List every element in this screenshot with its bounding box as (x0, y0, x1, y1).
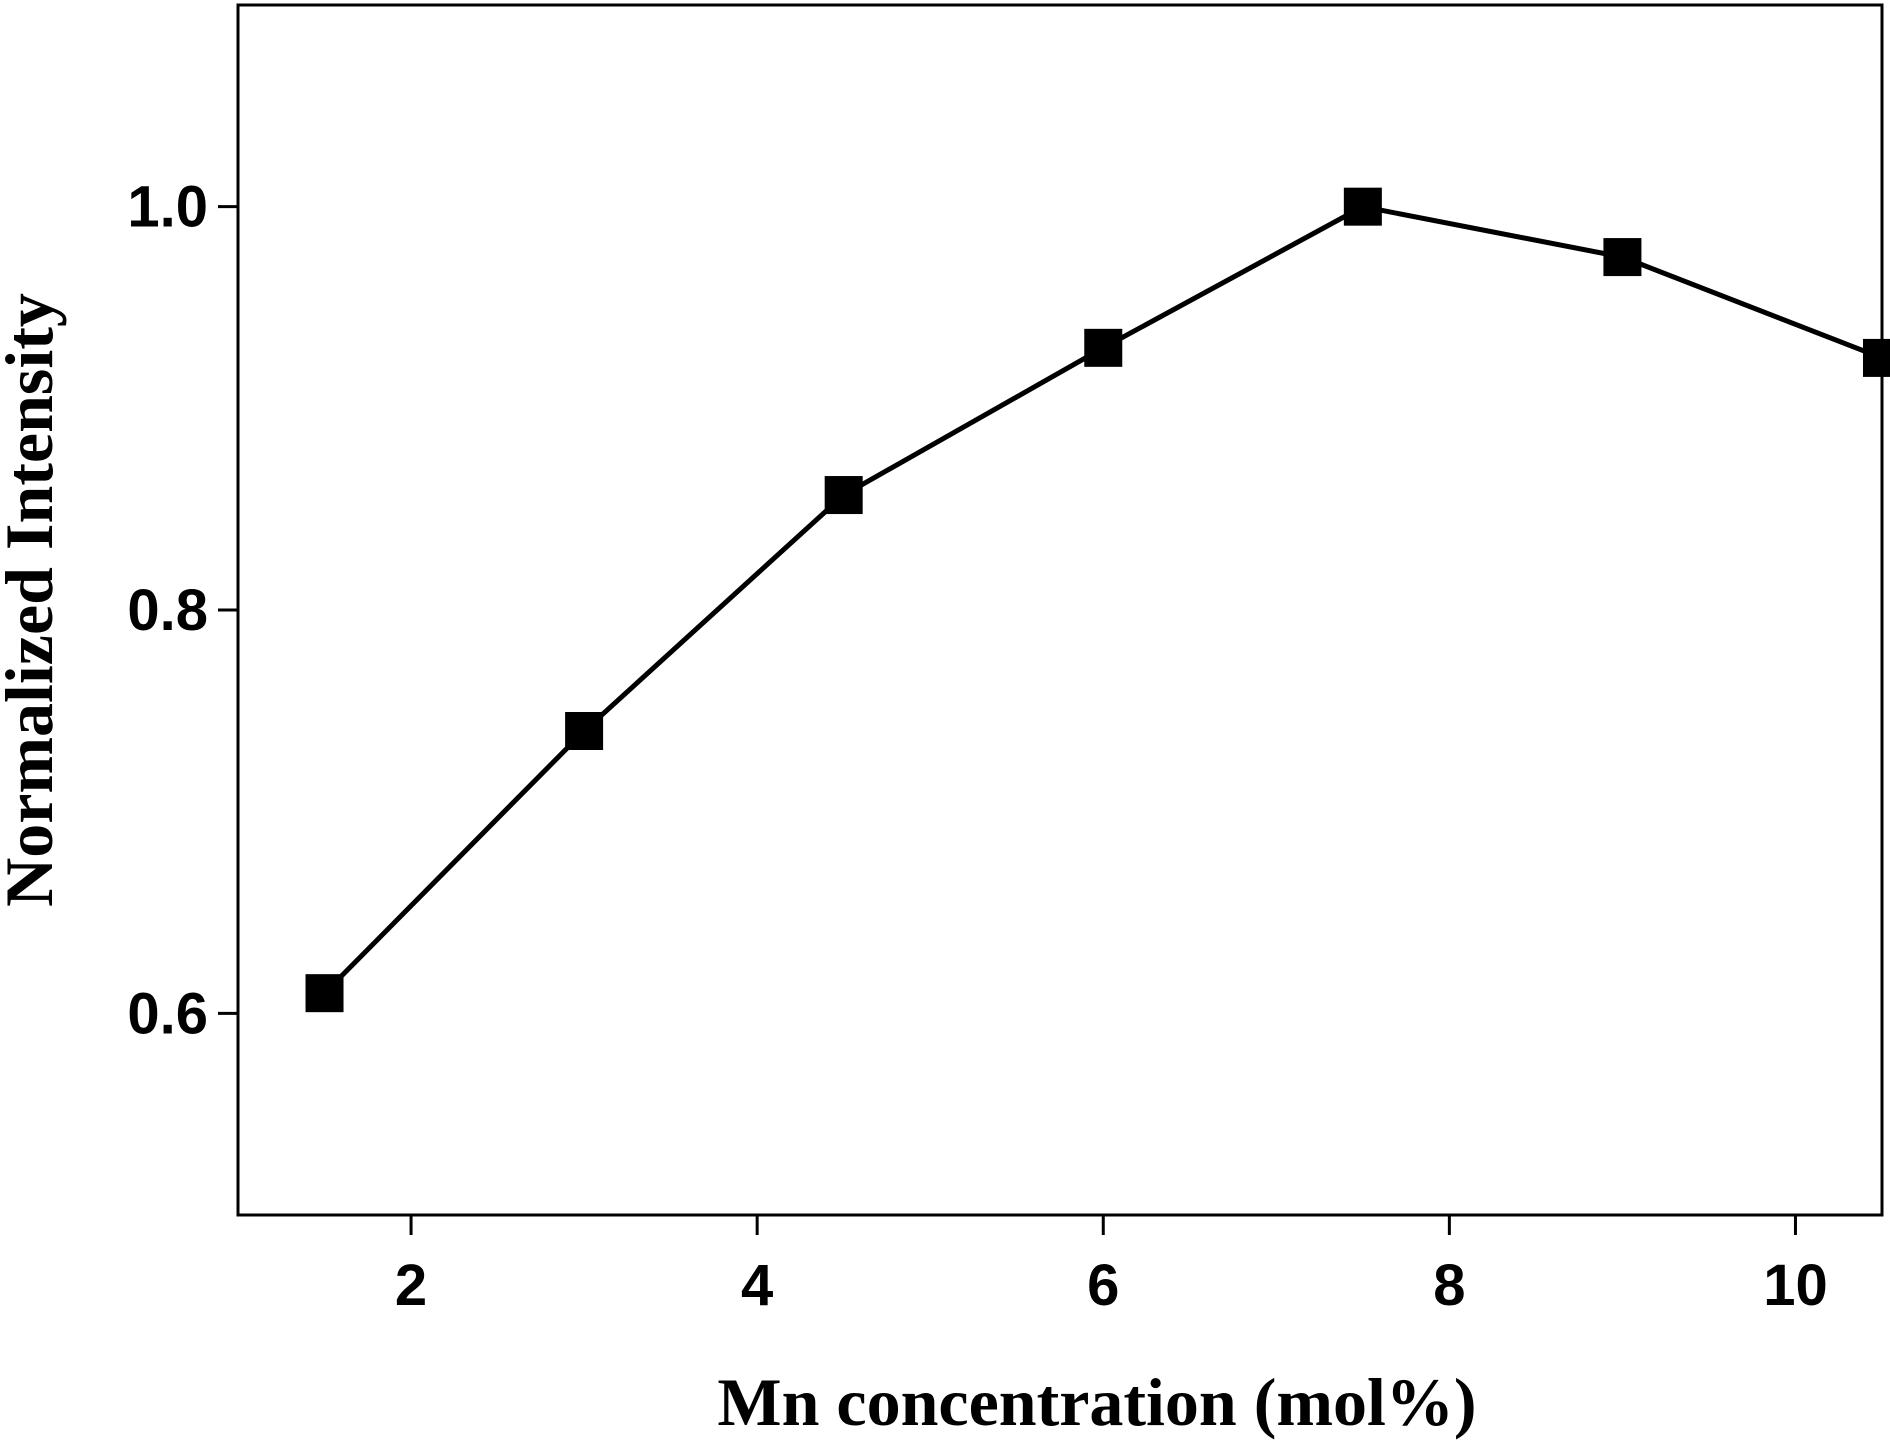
x-tick-label: 10 (1763, 1253, 1828, 1318)
x-tick-label: 4 (741, 1253, 773, 1318)
data-point (565, 712, 604, 750)
y-tick-label: 1.0 (127, 175, 208, 240)
data-point (1343, 187, 1382, 226)
y-tick-label: 0.6 (127, 981, 208, 1046)
data-point (305, 974, 344, 1013)
x-tick-label: 6 (1087, 1253, 1119, 1318)
y-tick-label: 0.8 (127, 578, 208, 643)
data-point (1863, 338, 1890, 377)
axes: 2 4 6 8 10 0.6 0.8 1.0 (127, 3, 1884, 1318)
plot-frame (236, 3, 1884, 1217)
y-axis-title: Normalized Intensity (0, 293, 67, 907)
data-point (1603, 238, 1642, 277)
data-point (824, 476, 863, 515)
x-axis-title: Mn concentration (mol%) (717, 1364, 1476, 1440)
x-tick-label: 8 (1433, 1253, 1465, 1318)
x-tick-label: 2 (395, 1253, 427, 1318)
series-group (305, 187, 1890, 1013)
data-point (1084, 328, 1123, 367)
series-line (322, 204, 1883, 995)
